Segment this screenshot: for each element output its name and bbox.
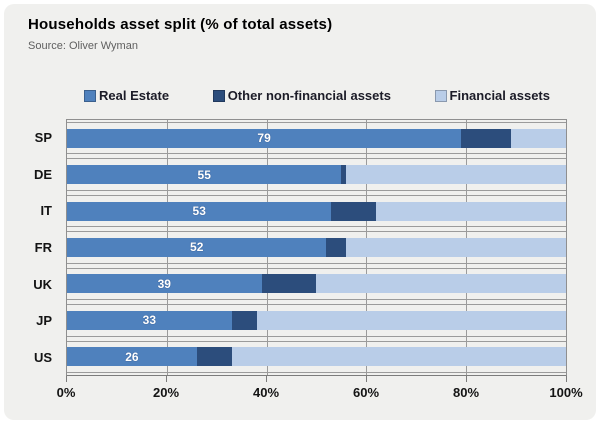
x-axis-tick-label: 40%: [252, 385, 280, 400]
legend-swatch-real-estate: [84, 89, 96, 102]
bar-segment-financial-assets: [256, 310, 566, 330]
legend-item-real-estate: Real Estate: [84, 88, 169, 103]
y-axis-label: US: [33, 350, 52, 366]
y-axis-label: UK: [33, 276, 52, 292]
bar-row: 33: [67, 304, 566, 337]
bar-segment-real-estate: 55: [67, 165, 342, 185]
x-axis-tick: [66, 376, 67, 382]
plot-rows: 79 55 53 52 39 33 26: [67, 120, 566, 375]
bar-row: 53: [67, 194, 566, 228]
bar-value-label: 79: [257, 131, 271, 146]
bar-segment-real-estate: 79: [67, 128, 462, 148]
stacked-bar: 79: [67, 128, 566, 148]
x-axis-tick: [566, 376, 567, 382]
bar-segment-real-estate: 26: [67, 347, 197, 367]
plot-area: 79 55 53 52 39 33 26: [66, 119, 567, 376]
bar-row: 79: [67, 122, 566, 155]
bar-value-label: 55: [197, 167, 211, 182]
x-axis-tick-label: 100%: [549, 385, 583, 400]
bar-segment-real-estate: 33: [67, 310, 232, 330]
bar-row: 52: [67, 231, 566, 264]
bar-segment-financial-assets: [511, 128, 566, 148]
bar-segment-financial-assets: [231, 347, 566, 367]
stacked-bar: 53: [67, 201, 566, 221]
legend: Real Estate Other non-financial assets F…: [84, 88, 550, 103]
legend-label: Financial assets: [449, 88, 550, 103]
legend-swatch-other-non-financial: [212, 89, 225, 102]
x-axis-tick: [266, 376, 267, 382]
chart-source: Source: Oliver Wyman: [28, 40, 138, 52]
bar-value-label: 53: [192, 204, 206, 219]
bar-segment-other-non-financial-assets: [261, 274, 317, 294]
stacked-bar: 55: [67, 165, 566, 185]
legend-label: Real Estate: [99, 88, 170, 103]
chart-panel: Households asset split (% of total asset…: [4, 4, 596, 420]
stacked-bar: 39: [67, 274, 566, 294]
x-axis-tick: [366, 376, 367, 382]
bar-value-label: 33: [142, 313, 156, 328]
bar-segment-other-non-financial-assets: [461, 128, 512, 148]
legend-item-other-non-financial: Other non-financial assets: [212, 88, 391, 103]
y-axis-label: SP: [34, 129, 52, 145]
x-axis-tick: [466, 376, 467, 382]
y-axis-label: FR: [34, 240, 52, 256]
bar-segment-other-non-financial-assets: [326, 237, 347, 257]
x-axis-tick-label: 0%: [56, 385, 76, 400]
bar-segment-other-non-financial-assets: [341, 165, 347, 185]
bar-row: 39: [67, 267, 566, 301]
bar-value-label: 39: [157, 276, 171, 291]
x-axis-tick-label: 60%: [352, 385, 380, 400]
legend-item-financial: Financial assets: [434, 88, 550, 103]
bar-row: 55: [67, 158, 566, 191]
x-axis-tick-label: 80%: [452, 385, 480, 400]
legend-swatch-financial: [434, 89, 447, 102]
stacked-bar: 26: [67, 347, 566, 367]
chart-title: Households asset split (% of total asset…: [28, 16, 333, 33]
y-axis-label: DE: [33, 166, 52, 182]
y-axis-label: JP: [36, 313, 52, 329]
bar-segment-real-estate: 53: [67, 201, 332, 221]
bar-segment-other-non-financial-assets: [331, 201, 377, 221]
bar-value-label: 26: [125, 349, 139, 364]
bar-segment-other-non-financial-assets: [231, 310, 257, 330]
bar-row: 26: [67, 340, 566, 373]
legend-label: Other non-financial assets: [227, 88, 391, 103]
stacked-bar: 33: [67, 310, 566, 330]
bar-segment-financial-assets: [346, 237, 566, 257]
bar-segment-financial-assets: [346, 165, 566, 185]
bar-value-label: 52: [190, 240, 204, 255]
stacked-bar: 52: [67, 237, 566, 257]
x-axis-tick-label: 20%: [152, 385, 180, 400]
bar-segment-real-estate: 39: [67, 274, 262, 294]
bar-segment-financial-assets: [376, 201, 566, 221]
y-axis-label: IT: [40, 203, 52, 219]
bar-segment-other-non-financial-assets: [196, 347, 232, 367]
bar-segment-financial-assets: [316, 274, 566, 294]
y-axis-labels: SP DE IT FR UK JP US: [14, 119, 52, 376]
bar-segment-real-estate: 52: [67, 237, 327, 257]
x-axis-tick: [166, 376, 167, 382]
